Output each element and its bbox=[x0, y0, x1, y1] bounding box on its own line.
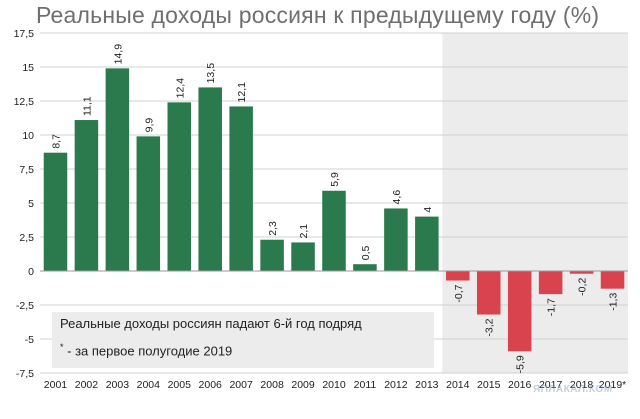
y-tick-label: 15 bbox=[22, 62, 34, 74]
bar-2016 bbox=[507, 271, 532, 352]
bar-2014 bbox=[446, 271, 470, 281]
x-tick-label: 2002 bbox=[75, 379, 99, 391]
x-tick-label: 2014 bbox=[446, 379, 470, 391]
data-label: 2,3 bbox=[267, 221, 279, 236]
y-tick-label: -5 bbox=[25, 334, 34, 346]
x-tick-label: 2018 bbox=[570, 379, 594, 391]
y-tick-label: -2,5 bbox=[16, 300, 34, 312]
data-label: 2,1 bbox=[298, 224, 310, 239]
x-tick-label: 2010 bbox=[322, 379, 346, 391]
x-tick-label: 2006 bbox=[199, 379, 223, 391]
data-label: 11,1 bbox=[81, 96, 93, 116]
data-label: 0,5 bbox=[360, 245, 372, 260]
y-tick-label: 12,5 bbox=[14, 96, 35, 108]
x-tick-label: 2003 bbox=[106, 379, 130, 391]
y-tick-label: 2,5 bbox=[19, 232, 34, 244]
x-tick-label: 2017 bbox=[539, 379, 563, 391]
bar-2008 bbox=[260, 239, 284, 271]
footnote-star: * bbox=[60, 342, 64, 352]
bar-2007 bbox=[229, 106, 253, 271]
bar-2015 bbox=[476, 271, 501, 315]
bar-2018 bbox=[569, 271, 594, 274]
y-tick-label: 10 bbox=[22, 130, 34, 142]
annotation-box bbox=[52, 312, 434, 368]
data-label: 12,1 bbox=[236, 82, 248, 103]
bar-2013 bbox=[415, 216, 439, 271]
x-tick-label: 2015 bbox=[477, 379, 501, 391]
bar-2009 bbox=[291, 242, 315, 271]
bar-2001 bbox=[43, 152, 68, 271]
data-label: 8,7 bbox=[50, 134, 62, 149]
x-tick-label: 2019* bbox=[599, 379, 626, 391]
bar-2010 bbox=[322, 190, 346, 271]
annotation-text: Реальные доходы россиян падают 6-й год п… bbox=[60, 316, 362, 331]
chart-title: Реальные доходы россиян к предыдущему го… bbox=[36, 2, 600, 28]
watermark-text: ЯПЛАКАЛ.КОМ bbox=[533, 384, 613, 395]
data-label: 12,4 bbox=[174, 78, 186, 99]
data-label: 9,9 bbox=[143, 118, 155, 133]
data-label: -0,7 bbox=[453, 284, 465, 302]
data-label: -0,2 bbox=[577, 278, 589, 296]
bar-2003 bbox=[105, 68, 130, 271]
x-tick-label: 2011 bbox=[354, 379, 377, 391]
bar-2004 bbox=[136, 136, 161, 271]
footnote-text: * - за первое полугодие 2019 bbox=[60, 342, 232, 358]
data-label: 14,9 bbox=[112, 44, 124, 65]
bar-2006 bbox=[198, 87, 222, 272]
y-tick-label: 5 bbox=[28, 198, 34, 210]
x-tick-label: 2004 bbox=[137, 379, 161, 391]
x-tick-label: 2012 bbox=[384, 379, 408, 391]
x-tick-label: 2007 bbox=[229, 379, 253, 391]
data-label: -5,9 bbox=[515, 355, 527, 373]
y-tick-label: 17,5 bbox=[14, 28, 35, 40]
bar-2012 bbox=[384, 208, 408, 271]
y-tick-label: 7,5 bbox=[19, 164, 34, 176]
x-tick-label: 2005 bbox=[168, 379, 192, 391]
data-label: -3,2 bbox=[484, 318, 496, 336]
bar-2011 bbox=[353, 264, 377, 271]
bar-2005 bbox=[167, 102, 192, 271]
y-tick-label: 0 bbox=[28, 266, 34, 278]
data-label: 13,5 bbox=[205, 63, 217, 84]
x-tick-label: 2008 bbox=[260, 379, 284, 391]
bar-2019* bbox=[600, 271, 625, 289]
x-tick-label: 2013 bbox=[415, 379, 439, 391]
data-label: -1,3 bbox=[608, 293, 620, 311]
data-label: -1,7 bbox=[546, 298, 558, 316]
footnote-label: - за первое полугодие 2019 bbox=[63, 343, 233, 359]
data-label: 5,9 bbox=[329, 172, 341, 187]
bar-2017 bbox=[538, 271, 563, 295]
data-label: 4 bbox=[422, 207, 434, 213]
x-tick-label: 2001 bbox=[44, 379, 68, 391]
bar-2002 bbox=[74, 120, 99, 271]
x-tick-label: 2016 bbox=[508, 379, 532, 391]
x-tick-label: 2009 bbox=[291, 379, 315, 391]
y-tick-label: -7,5 bbox=[16, 368, 34, 380]
data-label: 4,6 bbox=[391, 190, 403, 205]
